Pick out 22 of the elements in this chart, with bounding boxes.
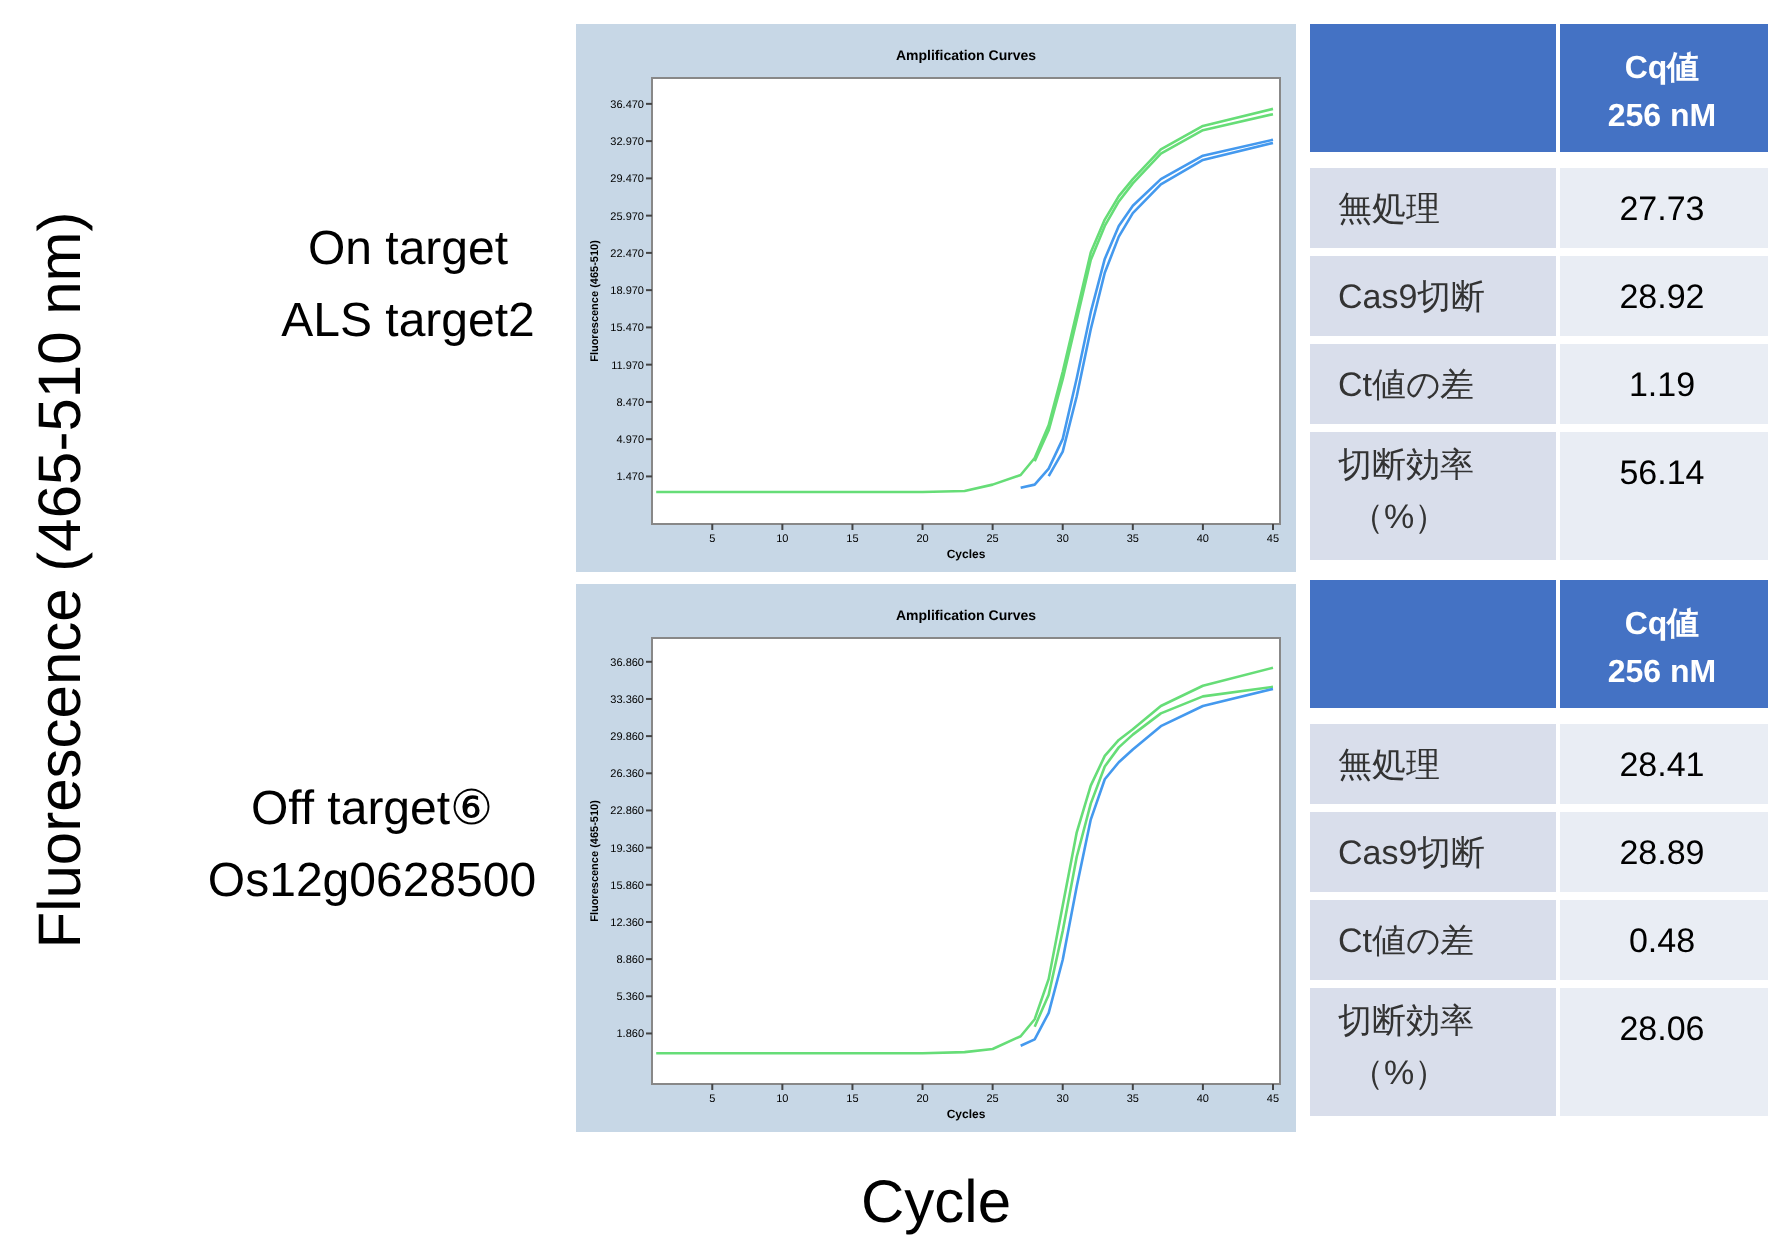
data-label: 0.48 (1628, 922, 1696, 960)
category-label: Ct値の差 (1338, 366, 1474, 404)
data-label: 28.41 (1619, 746, 1705, 784)
category-label: Cas9切断 (1338, 278, 1486, 316)
data-label: 28.06 (1619, 1010, 1705, 1048)
data-label: 1.19 (1628, 366, 1696, 404)
data-label: 28.89 (1619, 834, 1705, 872)
category-label: 切断効率（%） (1338, 1002, 1474, 1092)
category-label: 無処理 (1338, 190, 1440, 228)
category-label: 無処理 (1338, 746, 1440, 784)
text: Cycle (860, 1170, 1012, 1236)
text: On target ALS target2 (281, 222, 535, 348)
text: Cq値 256 nM (1607, 606, 1717, 690)
data-label: 27.73 (1619, 190, 1705, 228)
text: Cq値 256 nM (1607, 50, 1717, 134)
category-label: 切断効率（%） (1338, 446, 1474, 536)
data-label: 56.14 (1619, 454, 1705, 492)
category-label: Ct値の差 (1338, 922, 1474, 960)
text: Fluorescence (465-510 nm) (28, 211, 94, 949)
text: Off target⑥ Os12g0628500 (207, 782, 537, 908)
data-label: 28.92 (1619, 278, 1705, 316)
category-label: Cas9切断 (1338, 834, 1486, 872)
